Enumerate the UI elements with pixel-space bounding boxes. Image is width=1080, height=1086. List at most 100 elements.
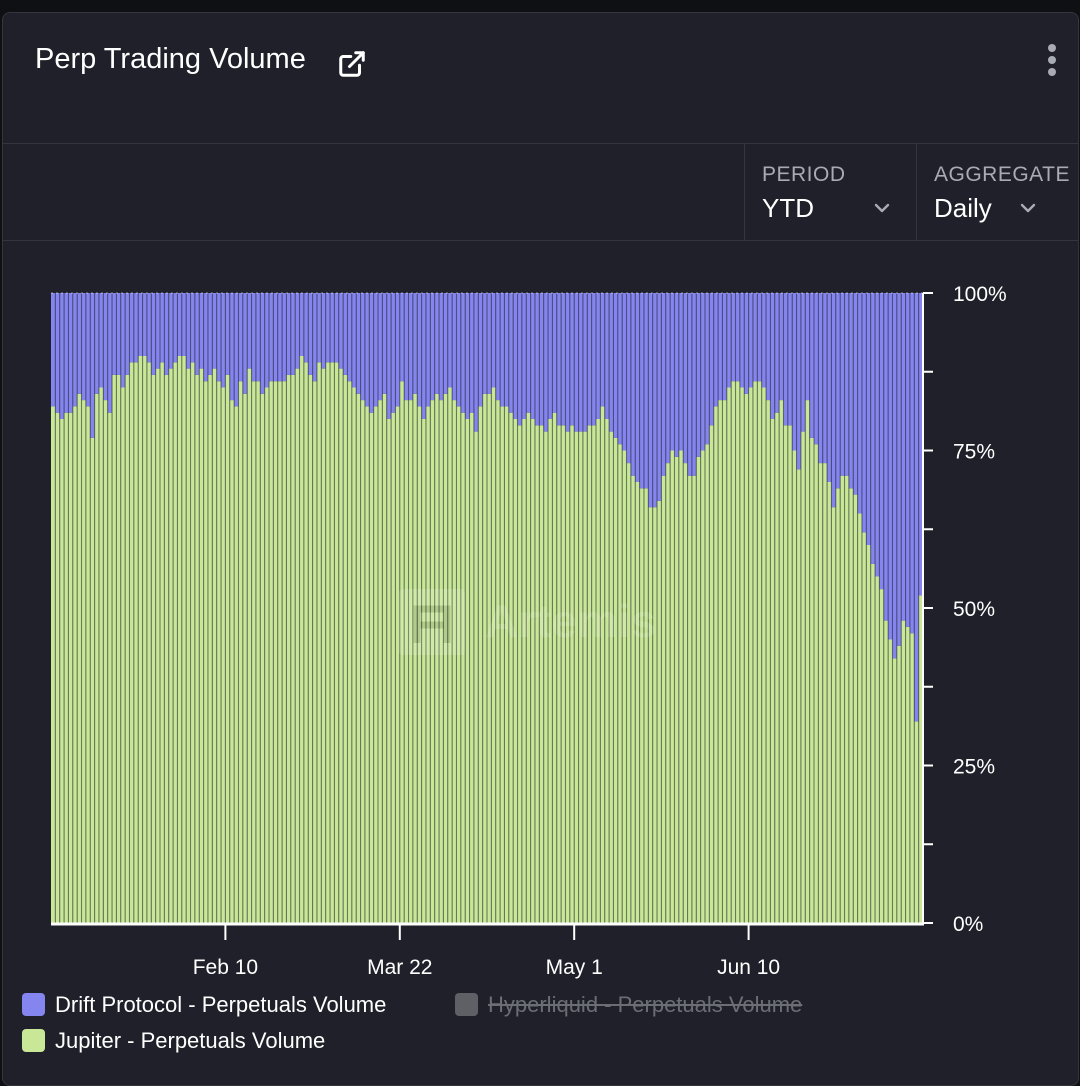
bar-drift[interactable] [273,293,278,382]
bar-drift[interactable] [382,293,387,394]
bar-drift[interactable] [639,293,644,489]
bar-jupiter[interactable] [295,368,300,924]
bar-drift[interactable] [609,293,614,432]
bar-drift[interactable] [133,293,139,363]
bar-jupiter[interactable] [774,412,780,923]
bar-jupiter[interactable] [578,431,583,923]
bar-jupiter[interactable] [391,412,396,923]
bar-jupiter[interactable] [674,456,679,923]
bar-drift[interactable] [757,293,762,382]
bar-drift[interactable] [460,293,466,413]
bar-drift[interactable] [574,293,579,432]
bar-jupiter[interactable] [918,595,923,923]
bar-jupiter[interactable] [696,456,701,923]
bar-drift[interactable] [469,293,474,413]
bar-jupiter[interactable] [81,400,86,924]
bar-drift[interactable] [687,293,692,476]
bar-jupiter[interactable] [622,450,627,924]
bar-drift[interactable] [299,293,304,356]
bar-jupiter[interactable] [85,406,91,923]
bar-jupiter[interactable] [395,406,400,923]
bar-jupiter[interactable] [378,400,383,924]
bar-jupiter[interactable] [334,362,339,923]
bar-drift[interactable] [783,293,788,426]
bar-drift[interactable] [539,293,544,426]
bar-drift[interactable] [203,293,208,382]
bar-drift[interactable] [77,293,82,394]
bar-jupiter[interactable] [299,356,304,923]
bar-jupiter[interactable] [59,419,65,923]
bar-jupiter[interactable] [718,400,723,924]
bar-drift[interactable] [160,293,165,363]
external-link-icon[interactable] [337,49,367,79]
bar-jupiter[interactable] [238,381,243,923]
bar-drift[interactable] [386,293,392,419]
bar-drift[interactable] [548,293,553,419]
bar-drift[interactable] [587,293,592,426]
bar-jupiter[interactable] [125,374,130,923]
bar-drift[interactable] [770,293,775,419]
bar-jupiter[interactable] [848,488,854,923]
bar-drift[interactable] [59,293,65,419]
bar-jupiter[interactable] [639,488,644,923]
bar-jupiter[interactable] [221,387,226,924]
bar-drift[interactable] [918,293,923,596]
bar-jupiter[interactable] [796,469,801,923]
bar-drift[interactable] [508,293,514,413]
bar-drift[interactable] [142,293,147,356]
bar-drift[interactable] [190,293,195,363]
bar-drift[interactable] [112,293,117,375]
bar-drift[interactable] [225,293,230,375]
bar-jupiter[interactable] [661,475,666,923]
bar-jupiter[interactable] [207,374,213,923]
bar-jupiter[interactable] [107,412,113,923]
bar-jupiter[interactable] [892,658,897,923]
bar-drift[interactable] [596,293,601,419]
bar-jupiter[interactable] [443,393,448,923]
bar-jupiter[interactable] [766,400,771,924]
bar-jupiter[interactable] [273,381,278,923]
bar-jupiter[interactable] [129,362,134,923]
bar-jupiter[interactable] [657,500,662,923]
bar-drift[interactable] [64,293,69,413]
bar-drift[interactable] [456,293,461,407]
bar-drift[interactable] [260,293,265,394]
bar-drift[interactable] [465,293,470,419]
bar-drift[interactable] [90,293,95,438]
bar-drift[interactable] [264,293,269,388]
bar-drift[interactable] [870,293,876,564]
bar-jupiter[interactable] [482,393,487,923]
bar-jupiter[interactable] [399,381,405,923]
bar-jupiter[interactable] [491,387,496,924]
bar-jupiter[interactable] [853,494,858,923]
bar-jupiter[interactable] [487,393,492,923]
bar-jupiter[interactable] [282,381,287,923]
bar-jupiter[interactable] [55,412,60,923]
bar-drift[interactable] [164,293,169,375]
bar-drift[interactable] [883,293,889,621]
bar-drift[interactable] [835,293,841,489]
bar-drift[interactable] [447,293,453,388]
bar-jupiter[interactable] [700,450,705,924]
bar-drift[interactable] [443,293,448,394]
bar-drift[interactable] [269,293,274,382]
bar-drift[interactable] [234,293,239,407]
bar-jupiter[interactable] [68,412,73,923]
bar-jupiter[interactable] [439,400,444,924]
bar-jupiter[interactable] [504,406,509,923]
bar-drift[interactable] [543,293,549,432]
bar-drift[interactable] [378,293,383,401]
bar-jupiter[interactable] [216,381,222,923]
bar-jupiter[interactable] [617,444,623,923]
bar-jupiter[interactable] [168,368,174,924]
bar-jupiter[interactable] [587,425,592,923]
bar-jupiter[interactable] [539,425,544,923]
bar-drift[interactable] [774,293,780,413]
bar-jupiter[interactable] [809,437,814,923]
bar-drift[interactable] [600,293,605,407]
aggregate-select[interactable]: AGGREGATE Daily [916,144,1078,240]
bar-jupiter[interactable] [513,419,518,923]
bar-jupiter[interactable] [888,639,893,924]
bar-drift[interactable] [761,293,767,388]
bar-jupiter[interactable] [752,381,758,923]
